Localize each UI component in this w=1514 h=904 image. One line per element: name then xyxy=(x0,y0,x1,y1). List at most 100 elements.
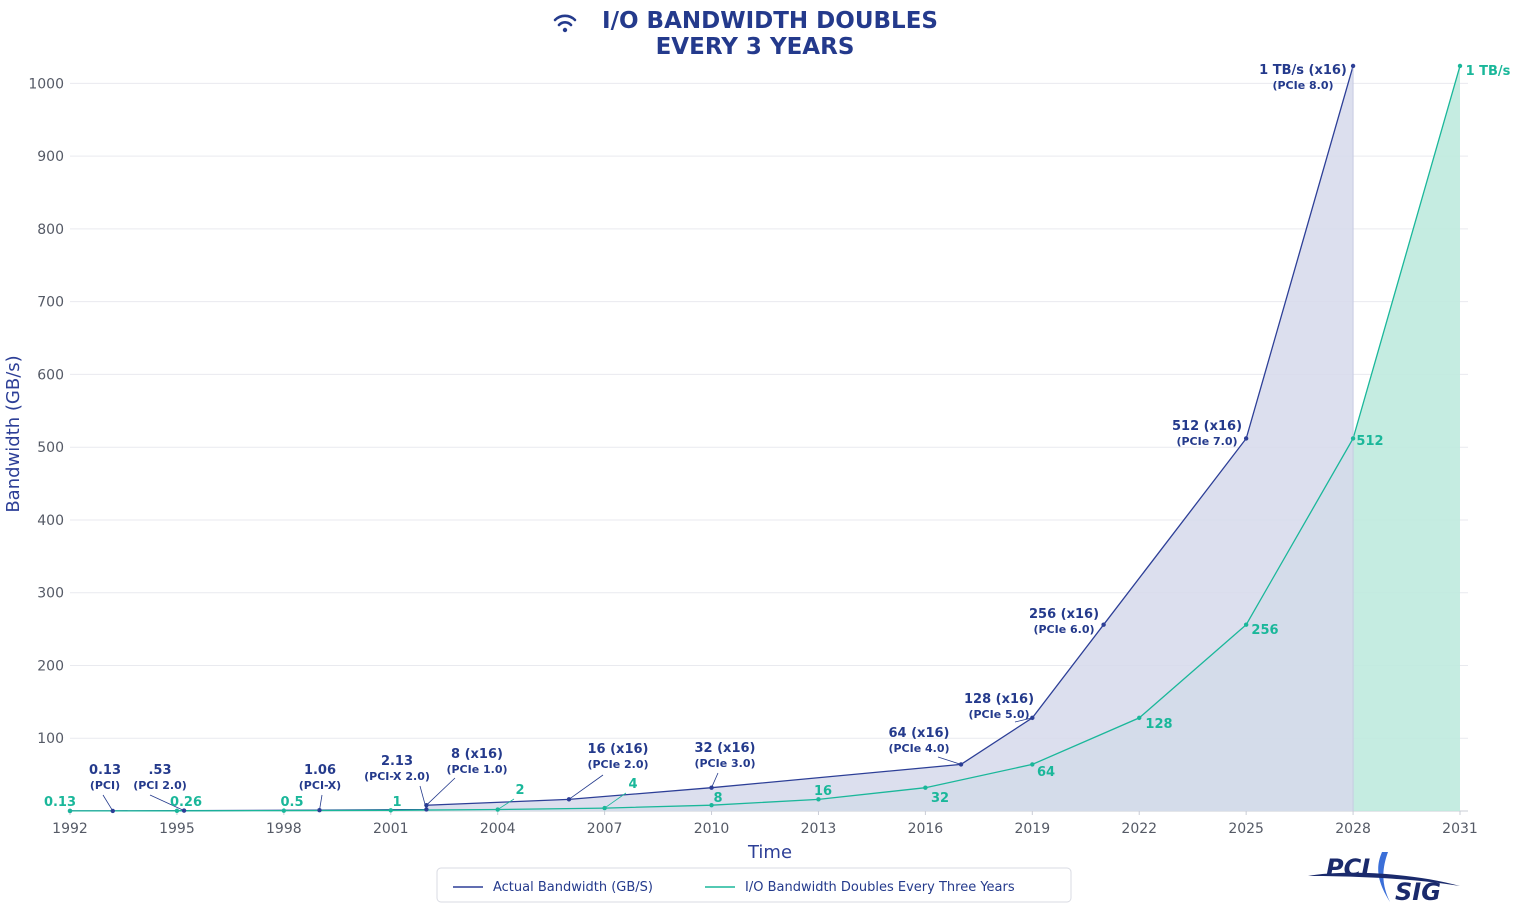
y-tick-800: 800 xyxy=(37,222,64,238)
point-s0-10 xyxy=(1101,622,1106,627)
sublabel-actual-12: (PCIe 8.0) xyxy=(1272,79,1333,92)
point-s1-13 xyxy=(1457,63,1463,69)
leader-actual-2 xyxy=(149,794,185,811)
y-tick-700: 700 xyxy=(37,295,64,311)
sublabel-actual-11: (PCIe 7.0) xyxy=(1176,435,1237,448)
label-doubling-13: 1 TB/s xyxy=(1466,64,1511,79)
logo-sig: SIG xyxy=(1395,878,1441,904)
label-doubling-6: 8 xyxy=(713,791,722,806)
point-s0-1 xyxy=(110,808,115,814)
point-s1-1 xyxy=(174,808,180,814)
legend-label-actual: Actual Bandwidth (GB/S) xyxy=(493,880,653,895)
label-actual-11: 512 (x16) xyxy=(1172,419,1242,434)
logo-swoosh xyxy=(1378,852,1390,902)
leader-actual-1 xyxy=(102,794,114,812)
chart-title: I/O BANDWIDTH DOUBLES EVERY 3 YEARS xyxy=(553,8,938,60)
y-tick-100: 100 xyxy=(37,731,64,747)
title-line-2: EVERY 3 YEARS xyxy=(656,34,855,60)
line-series-1 xyxy=(69,65,1461,812)
series-areas xyxy=(70,65,1460,811)
pci-sig-logo: PCI SIG xyxy=(1308,852,1460,904)
label-doubling-11: 256 xyxy=(1251,623,1278,638)
y-tick-600: 600 xyxy=(37,367,64,383)
x-tick-2019: 2019 xyxy=(1014,821,1050,837)
sublabel-actual-9: (PCIe 5.0) xyxy=(968,708,1029,721)
label-actual-1: 0.13 xyxy=(89,763,121,778)
x-tick-2004: 2004 xyxy=(480,821,516,837)
wifi-icon xyxy=(553,14,577,33)
label-doubling-0: 0.13 xyxy=(44,795,76,810)
leader-actual-8 xyxy=(937,756,962,765)
label-actual-9: 128 (x16) xyxy=(964,692,1034,707)
x-tick-2013: 2013 xyxy=(801,821,837,837)
point-s1-6 xyxy=(709,802,714,808)
point-s1-3 xyxy=(388,808,393,813)
label-doubling-8: 32 xyxy=(931,791,949,806)
x-tick-2025: 2025 xyxy=(1228,821,1264,837)
leader-actual-3 xyxy=(319,794,323,811)
x-tick-1992: 1992 xyxy=(52,821,88,837)
label-doubling-3: 1 xyxy=(392,795,401,810)
label-actual-8: 64 (x16) xyxy=(889,726,950,741)
point-s0-9 xyxy=(1030,715,1035,721)
logo-pci: PCI xyxy=(1326,854,1370,882)
y-tick-500: 500 xyxy=(37,440,64,456)
label-actual-3: 1.06 xyxy=(304,763,336,778)
label-actual-10: 256 (x16) xyxy=(1029,607,1099,622)
leader-actual-9 xyxy=(1014,717,1033,723)
leader-actual-4 xyxy=(419,785,427,810)
point-s1-9 xyxy=(1030,762,1035,767)
point-s0-11 xyxy=(1243,436,1249,441)
leader-doubling-5 xyxy=(604,792,627,809)
x-tick-2028: 2028 xyxy=(1335,821,1371,837)
label-doubling-2: 0.5 xyxy=(280,795,303,810)
point-s1-0 xyxy=(67,808,73,814)
label-doubling-7: 16 xyxy=(814,784,832,799)
legend-label-doubling: I/O Bandwidth Doubles Every Three Years xyxy=(745,880,1015,895)
point-s1-7 xyxy=(816,797,821,802)
title-line-1: I/O BANDWIDTH DOUBLES xyxy=(602,8,938,34)
x-tick-2016: 2016 xyxy=(908,821,944,837)
x-tick-2007: 2007 xyxy=(587,821,623,837)
x-tick-labels: 1992 1995 1998 2001 2004 2007 2010 2013 2016 2019… xyxy=(52,821,1478,837)
y-axis-title: Bandwidth (GB/s) xyxy=(3,355,24,512)
label-doubling-9: 64 xyxy=(1037,765,1055,780)
sublabel-actual-4: (PCI-X 2.0) xyxy=(364,770,430,783)
legend: Actual Bandwidth (GB/S) I/O Bandwidth Do… xyxy=(436,867,1072,903)
sublabel-actual-2: (PCI 2.0) xyxy=(133,779,187,792)
point-s1-8 xyxy=(923,785,928,790)
point-s1-10 xyxy=(1137,715,1142,721)
label-leaders xyxy=(102,717,1033,812)
sublabel-actual-10: (PCIe 6.0) xyxy=(1033,623,1094,636)
leader-actual-7 xyxy=(711,772,719,788)
leader-doubling-4 xyxy=(497,798,515,810)
label-actual-7: 32 (x16) xyxy=(695,741,756,756)
label-doubling-12: 512 xyxy=(1356,434,1383,449)
label-actual-6: 16 (x16) xyxy=(588,742,649,757)
sublabel-actual-6: (PCIe 2.0) xyxy=(587,758,648,771)
y-tick-900: 900 xyxy=(37,149,64,165)
y-tick-400: 400 xyxy=(37,513,64,529)
label-actual-5: 8 (x16) xyxy=(451,747,503,762)
area-series-0 xyxy=(70,65,1354,811)
point-s1-11 xyxy=(1243,622,1249,627)
x-tick-2010: 2010 xyxy=(694,821,730,837)
sublabel-actual-5: (PCIe 1.0) xyxy=(446,763,507,776)
x-tick-2001: 2001 xyxy=(373,821,409,837)
label-doubling-5: 4 xyxy=(628,777,637,792)
label-actual-12: 1 TB/s (x16) xyxy=(1259,63,1347,78)
y-tick-300: 300 xyxy=(37,586,64,602)
point-s1-2 xyxy=(281,808,287,813)
y-tick-labels: 100 200 300 400 500 600 700 800 900 1000 xyxy=(28,76,64,747)
leader-actual-5 xyxy=(426,777,456,806)
x-axis-title: Time xyxy=(747,842,792,863)
label-doubling-1: 0.26 xyxy=(170,795,202,810)
data-labels: 0.13(PCI).53(PCI 2.0)1.06(PCI-X)2.13(PCI… xyxy=(44,63,1511,810)
x-tick-1995: 1995 xyxy=(159,821,195,837)
label-doubling-4: 2 xyxy=(515,783,524,798)
sublabel-actual-8: (PCIe 4.0) xyxy=(888,742,949,755)
point-s1-12 xyxy=(1350,436,1356,441)
y-tick-200: 200 xyxy=(37,658,64,674)
x-tick-1998: 1998 xyxy=(266,821,302,837)
sublabel-actual-3: (PCI-X) xyxy=(299,779,341,792)
